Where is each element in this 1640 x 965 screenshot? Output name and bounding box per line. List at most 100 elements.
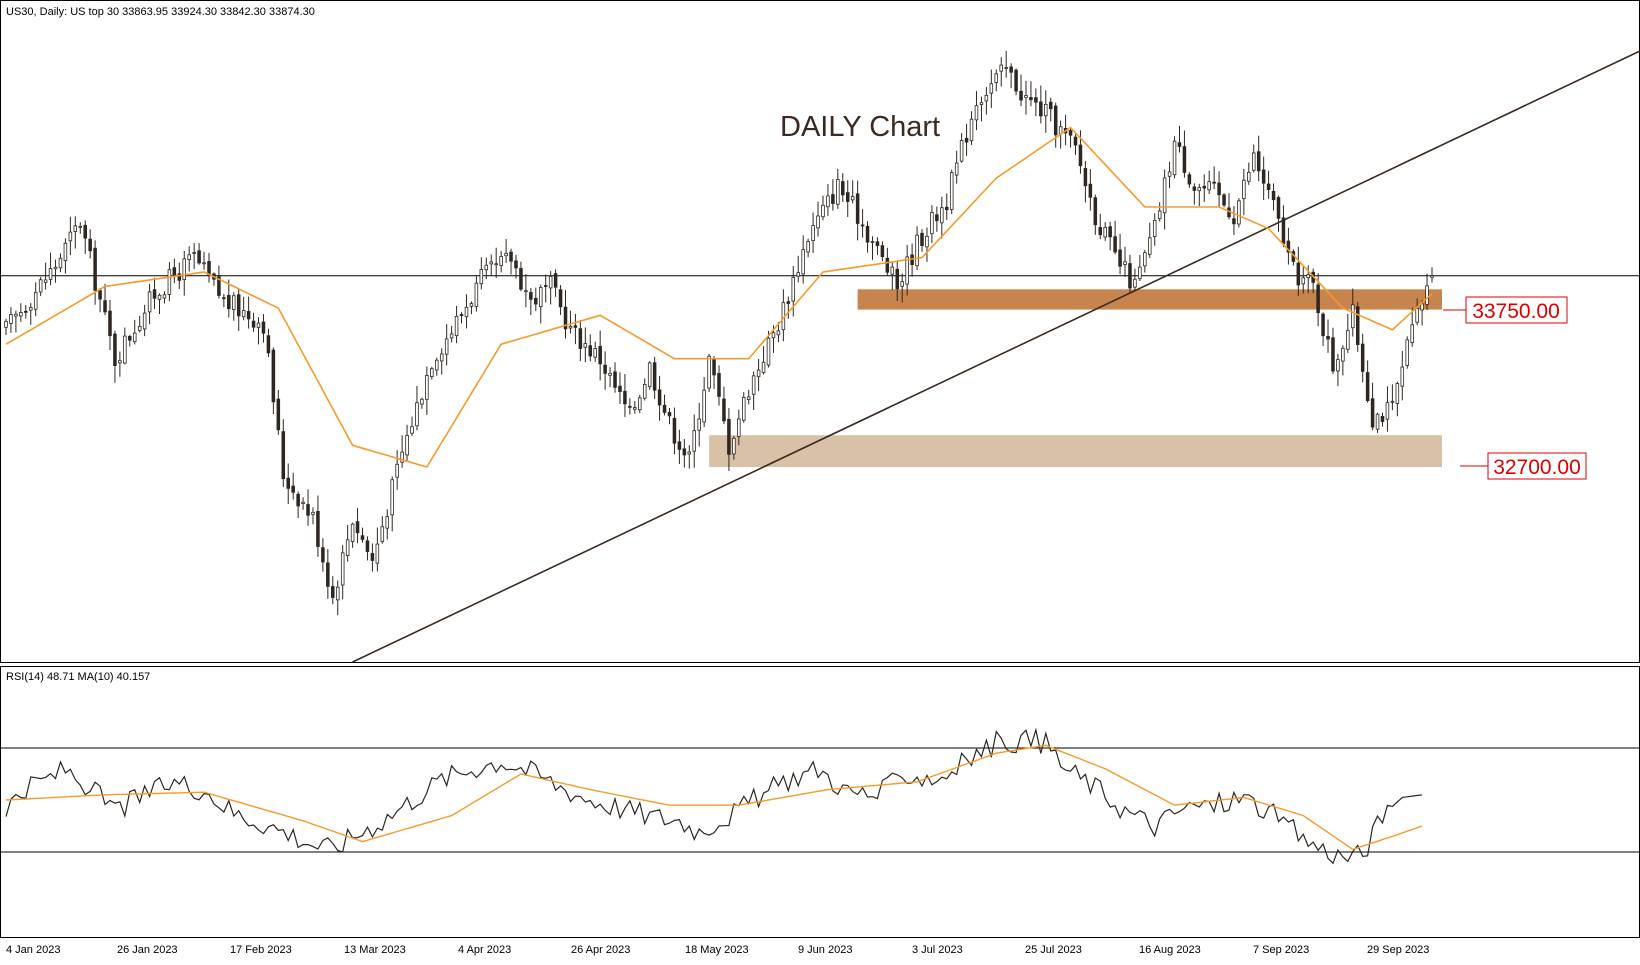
candle xyxy=(53,259,58,283)
candle xyxy=(1034,88,1038,117)
candle xyxy=(83,220,87,254)
candle xyxy=(1301,266,1306,294)
candle xyxy=(410,416,414,437)
x-axis-label: 13 Mar 2023 xyxy=(344,944,406,956)
candle xyxy=(390,476,394,532)
candle xyxy=(850,180,855,204)
candle xyxy=(504,239,508,263)
candle xyxy=(197,243,201,265)
candle xyxy=(137,315,142,333)
candle xyxy=(935,206,939,232)
candle xyxy=(890,262,895,291)
candle xyxy=(266,328,271,358)
candle xyxy=(400,435,404,468)
candle xyxy=(311,507,315,525)
candle xyxy=(340,545,345,600)
x-axis-label: 26 Apr 2023 xyxy=(571,944,630,956)
candle xyxy=(870,236,875,260)
candle xyxy=(657,375,662,421)
candle xyxy=(291,472,295,500)
candle xyxy=(1103,222,1107,241)
candle xyxy=(286,463,290,505)
candle xyxy=(321,538,325,572)
candle xyxy=(425,366,429,415)
candle xyxy=(1093,194,1098,235)
candle xyxy=(385,509,390,540)
x-axis-label: 29 Sep 2023 xyxy=(1367,944,1429,956)
candle xyxy=(964,123,969,156)
candle xyxy=(63,238,68,274)
candle xyxy=(1108,221,1112,251)
candle xyxy=(1390,384,1395,411)
candle xyxy=(335,580,340,616)
candle xyxy=(1113,220,1117,255)
candle xyxy=(331,576,335,605)
candle xyxy=(682,439,687,468)
candle xyxy=(474,276,479,312)
upper-level-label-box xyxy=(1465,296,1568,324)
lower-level-label: 32700.00 xyxy=(1493,456,1581,479)
candle xyxy=(994,69,999,92)
candle xyxy=(1331,327,1335,374)
candle xyxy=(1009,63,1013,89)
candle xyxy=(132,319,137,345)
candle xyxy=(1172,136,1177,179)
candle xyxy=(786,296,791,319)
candle xyxy=(192,243,196,270)
candle xyxy=(588,334,593,362)
x-axis-label: 17 Feb 2023 xyxy=(230,944,292,956)
candle xyxy=(1004,50,1008,78)
candle xyxy=(1261,156,1266,201)
candle xyxy=(370,543,375,572)
candle xyxy=(454,305,459,344)
candle xyxy=(33,282,38,317)
candle xyxy=(1207,170,1211,195)
candle xyxy=(4,318,8,336)
candle xyxy=(915,226,919,270)
candle xyxy=(222,293,226,308)
candle xyxy=(741,392,746,423)
candle xyxy=(1143,249,1147,273)
candle xyxy=(1128,254,1132,293)
candle xyxy=(1360,333,1365,383)
candle xyxy=(182,250,187,296)
candle xyxy=(1266,170,1271,199)
candle xyxy=(439,348,444,375)
candle xyxy=(281,419,286,488)
support-zone xyxy=(709,435,1442,467)
candle xyxy=(14,310,18,333)
candle xyxy=(667,407,672,425)
candle xyxy=(494,247,498,278)
candle xyxy=(826,184,830,216)
candle xyxy=(345,525,350,562)
candle xyxy=(558,285,563,315)
x-axis-labels: 4 Jan 2023 26 Jan 2023 17 Feb 2023 13 Mar 2… xyxy=(6,944,1429,956)
candle xyxy=(945,193,949,220)
candle xyxy=(1039,85,1043,124)
candle xyxy=(548,270,553,305)
candle xyxy=(1405,336,1410,369)
rsi-label: RSI(14) 48.71 MA(10) 40.157 xyxy=(6,671,150,683)
candle xyxy=(78,222,83,234)
candle xyxy=(1286,227,1291,265)
candle xyxy=(58,253,63,273)
candle xyxy=(1346,313,1350,353)
candle xyxy=(811,212,815,253)
candle xyxy=(836,168,840,209)
candle xyxy=(118,351,122,377)
candle xyxy=(613,362,617,393)
candle xyxy=(9,307,13,333)
candle xyxy=(534,287,538,311)
candle xyxy=(459,312,464,324)
candle xyxy=(236,289,241,331)
candle xyxy=(816,201,820,237)
candle xyxy=(776,322,781,343)
candle xyxy=(905,244,909,296)
rsi-layer xyxy=(0,727,1640,865)
candle xyxy=(1326,319,1330,353)
candle xyxy=(677,429,682,464)
candle xyxy=(1296,246,1301,296)
candle xyxy=(1410,307,1414,347)
